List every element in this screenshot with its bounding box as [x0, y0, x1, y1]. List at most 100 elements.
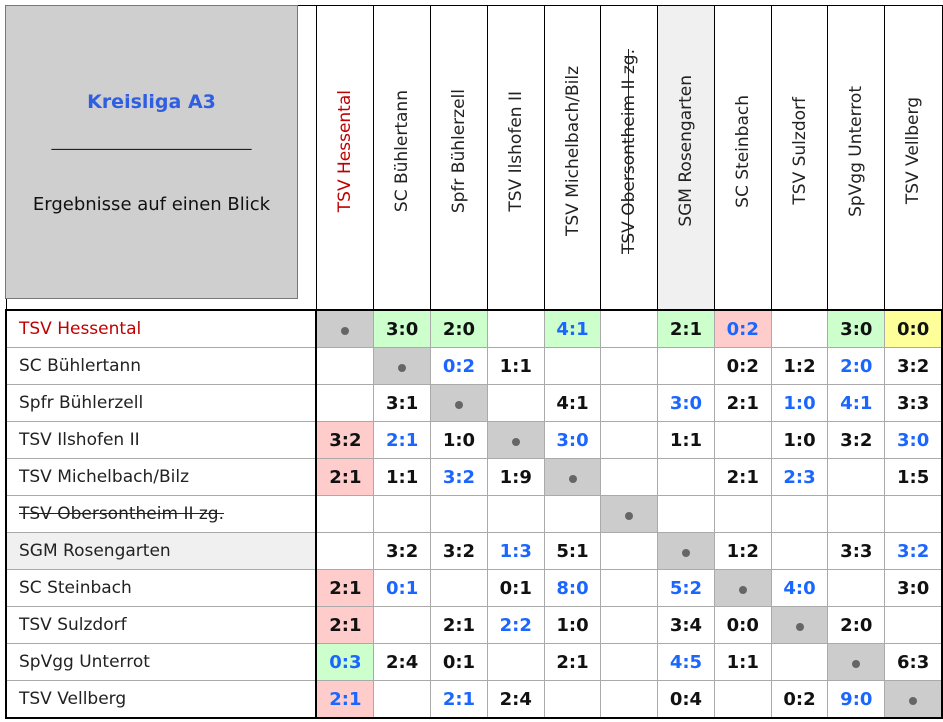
result-cell: 3:0: [827, 309, 886, 348]
score: 2:1: [442, 614, 476, 636]
row-team-label: TSV Hessental: [4, 309, 318, 348]
result-cell: 0:1: [430, 643, 488, 681]
score: 1:0: [556, 614, 589, 636]
column-header: SC Steinbach: [713, 5, 772, 311]
column-header: TSV Michelbach/Bilz: [543, 5, 602, 311]
result-cell: [884, 495, 943, 533]
score: 2:1: [329, 614, 362, 636]
result-cell: 0:2: [713, 309, 772, 348]
score: 0:2: [726, 318, 759, 340]
result-cell: 3:0: [884, 421, 943, 459]
result-cell: [770, 606, 829, 644]
column-header: SC Bühlertann: [373, 5, 432, 311]
result-cell: 3:0: [543, 421, 602, 459]
score: 2:3: [783, 466, 816, 488]
score: 2:1: [329, 577, 362, 599]
result-cell: 0:2: [430, 347, 488, 385]
result-cell: [600, 347, 659, 385]
score: 1:3: [499, 540, 532, 562]
result-cell: 2:1: [315, 606, 375, 644]
table-row: TSV Hessental 3:0 2:0 4:1 2:1 0:2 3:0 0:0: [4, 309, 943, 348]
result-cell: 1:0: [770, 421, 829, 459]
result-cell: 5:2: [657, 569, 715, 607]
result-cell: [543, 495, 602, 533]
result-cell: [600, 421, 659, 459]
score: 1:1: [499, 355, 532, 377]
self-match-dot-icon: [398, 363, 407, 372]
result-cell: 3:1: [373, 384, 432, 422]
result-cell: 4:5: [657, 643, 715, 681]
table-row: SC Steinbach 2:1 0:1 0:1 8:0 5:2 4:0 3:0: [4, 569, 943, 607]
result-cell: 1:9: [486, 458, 545, 496]
score: 2:1: [386, 429, 419, 451]
result-cell: 3:3: [827, 532, 886, 570]
result-cell: 4:1: [543, 384, 602, 422]
result-cell: [600, 384, 659, 422]
row-team-label: TSV Vellberg: [4, 680, 318, 719]
score: 6:3: [896, 651, 930, 673]
score: 1:2: [783, 355, 816, 377]
result-cell: [543, 680, 602, 719]
self-match-dot-icon: [454, 400, 463, 409]
table-row: TSV Vellberg 2:1 2:1 2:4 0:4 0:2 9:0: [4, 680, 943, 719]
score: 9:0: [840, 688, 873, 710]
column-header-label: TSV Ilshofen II: [505, 90, 526, 212]
result-cell: [486, 384, 545, 422]
score: 1:2: [726, 540, 759, 562]
result-cell: 3:2: [315, 421, 375, 459]
result-cell: 2:1: [543, 643, 602, 681]
score: 0:1: [499, 577, 532, 599]
result-cell: 2:0: [827, 347, 886, 385]
table-row: Spfr Bühlerzell 3:1 4:1 3:0 2:1 1:0 4:1 3:3: [4, 384, 943, 422]
column-header: Spfr Bühlerzell: [430, 5, 488, 311]
result-cell: [600, 309, 659, 348]
score: 2:1: [329, 466, 362, 488]
result-cell: [827, 569, 886, 607]
result-cell: 2:4: [486, 680, 545, 719]
row-team-label: SC Bühlertann: [4, 347, 318, 385]
result-cell: 2:1: [315, 458, 375, 496]
result-cell: 0:1: [373, 569, 432, 607]
score: 0:1: [442, 651, 476, 673]
result-cell: [486, 495, 545, 533]
result-cell: 2:1: [373, 421, 432, 459]
result-cell: [713, 495, 772, 533]
result-cell: [373, 680, 432, 719]
result-cell: 3:2: [430, 532, 488, 570]
score: 0:2: [783, 688, 816, 710]
score: 1:5: [896, 466, 930, 488]
column-header-label: TSV Sulzdorf: [789, 97, 810, 205]
score: 2:1: [442, 688, 476, 710]
row-team-label: SpVgg Unterrot: [4, 643, 318, 681]
result-cell: [657, 532, 715, 570]
title-box: Kreisliga A3 _________________________ E…: [5, 5, 298, 299]
self-match-dot-icon: [568, 474, 577, 483]
table-row: TSV Ilshofen II 3:2 2:1 1:0 3:0 1:1 1:0 3:2 3:0: [4, 421, 943, 459]
result-cell: 2:0: [430, 309, 488, 348]
result-cell: [884, 680, 943, 719]
result-cell: [315, 347, 375, 385]
result-cell: [373, 347, 432, 385]
self-match-dot-icon: [625, 511, 634, 520]
score: 0:0: [896, 318, 930, 340]
score: 4:0: [783, 577, 816, 599]
result-cell: 0:0: [713, 606, 772, 644]
score: 0:2: [726, 355, 759, 377]
result-cell: [600, 532, 659, 570]
score: 2:1: [329, 688, 362, 710]
result-cell: 3:0: [373, 309, 432, 348]
result-cell: [373, 606, 432, 644]
result-cell: [770, 309, 829, 348]
result-cell: [430, 384, 488, 422]
result-cell: [486, 309, 545, 348]
table-row: TSV Sulzdorf 2:1 2:1 2:2 1:0 3:4 0:0 2:0: [4, 606, 943, 644]
table-row: TSV Michelbach/Bilz 2:1 1:1 3:2 1:9 2:1 2:3 1:5: [4, 458, 943, 496]
score: 3:2: [840, 429, 873, 451]
score: 2:4: [499, 688, 532, 710]
score: 2:1: [726, 392, 759, 414]
result-cell: 1:1: [486, 347, 545, 385]
result-cell: 1:5: [884, 458, 943, 496]
column-header-label: SpVgg Unterrot: [846, 85, 867, 217]
result-cell: 2:4: [373, 643, 432, 681]
score: 1:0: [783, 429, 816, 451]
